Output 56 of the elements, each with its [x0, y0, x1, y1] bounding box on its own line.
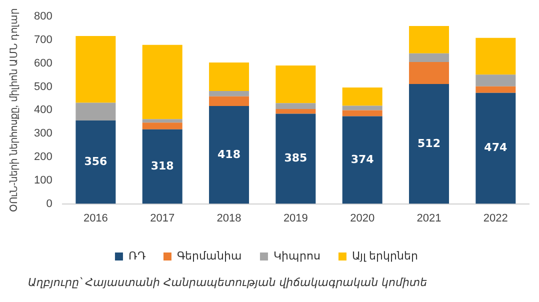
bar — [76, 120, 116, 204]
y-tick-label: 700 — [34, 34, 52, 46]
bar — [142, 119, 182, 123]
bar — [342, 110, 382, 116]
x-tick-label: 2016 — [83, 212, 108, 224]
bar — [142, 122, 182, 130]
bar — [209, 96, 250, 106]
y-tick-label: 0 — [46, 198, 52, 210]
bar — [76, 102, 116, 120]
bar — [276, 114, 316, 204]
legend-label: Կիպրոս — [273, 250, 320, 263]
y-tick-label: 300 — [34, 128, 52, 140]
data-label: 318 — [150, 159, 174, 172]
bar — [476, 86, 516, 93]
x-tick-label: 2022 — [483, 212, 508, 224]
bar — [409, 53, 450, 62]
y-axis-title: ՕՈւՆ-ների ներհոսքը, միլիոն ԱՄՆ դոլար — [8, 8, 20, 212]
x-tick-label: 2019 — [283, 212, 308, 224]
legend-label: Այլ երկրներ — [352, 250, 418, 263]
data-label: 385 — [284, 152, 308, 165]
legend-label: ՌԴ — [128, 250, 146, 263]
y-tick-label: 200 — [34, 151, 52, 164]
bar — [409, 62, 450, 84]
y-tick-label: 800 — [34, 10, 52, 23]
bar — [409, 84, 450, 204]
bar — [342, 106, 382, 110]
y-tick-label: 100 — [34, 174, 52, 186]
data-label: 474 — [484, 141, 508, 154]
bar — [209, 91, 250, 96]
bar — [142, 44, 182, 120]
text: Աղբյուրը՝ Հայաստանի Հանրապետության վիճակագրական կոմիտե — [28, 276, 428, 289]
x-tick-label: 2018 — [216, 212, 242, 224]
y-tick-label: 600 — [34, 57, 52, 70]
bar — [276, 66, 316, 104]
data-label: 374 — [350, 152, 374, 166]
legend-label: Գերմանիա — [176, 250, 242, 263]
bar — [476, 38, 516, 75]
data-label: 512 — [418, 136, 440, 150]
bar — [276, 109, 316, 114]
bar — [209, 62, 250, 92]
bar — [342, 88, 382, 106]
bar — [209, 106, 250, 204]
data-label: 418 — [218, 148, 240, 161]
bar — [476, 92, 516, 204]
bar — [476, 74, 516, 86]
y-tick-label: 400 — [34, 104, 52, 116]
bar — [342, 116, 382, 204]
x-tick-label: 2017 — [150, 212, 175, 224]
bar — [142, 129, 182, 204]
x-tick-label: 2020 — [350, 212, 375, 224]
y-tick-label: 500 — [34, 80, 52, 93]
x-tick-label: 2021 — [416, 212, 442, 224]
data-label: 356 — [84, 155, 108, 168]
bar — [76, 36, 116, 103]
bar — [276, 103, 316, 110]
bar — [409, 26, 450, 54]
